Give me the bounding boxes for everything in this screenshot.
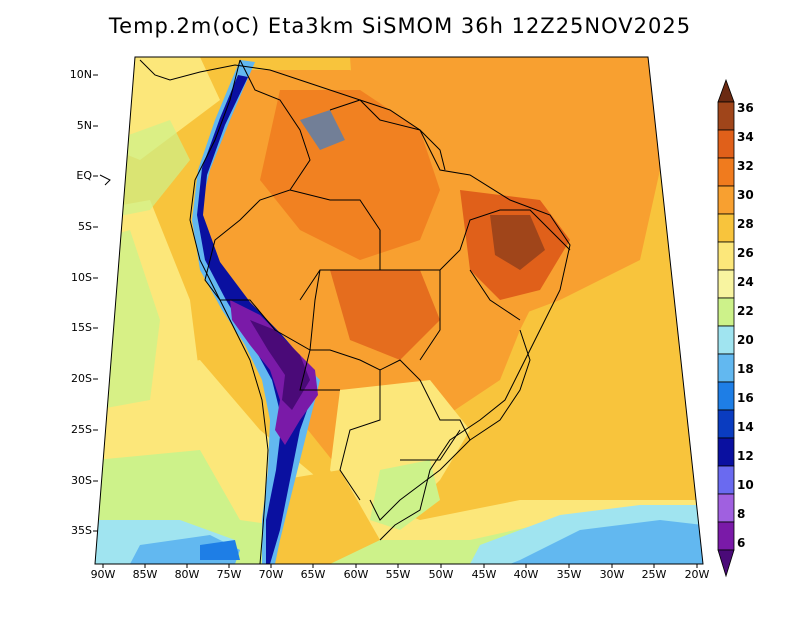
colorbar-label: 6 xyxy=(737,536,746,550)
lat-ticks xyxy=(93,74,98,532)
lat-label: 20S xyxy=(71,372,92,385)
lat-label: 5N xyxy=(76,119,92,132)
colorbar-swatch xyxy=(717,381,735,411)
colorbar-swatch xyxy=(717,353,735,383)
lon-label: 70W xyxy=(258,568,284,581)
colorbar-swatch xyxy=(717,409,735,439)
lon-label: 80W xyxy=(174,568,200,581)
temperature-field xyxy=(95,57,703,564)
colorbar-label: 26 xyxy=(737,246,754,260)
lon-label: 85W xyxy=(132,568,158,581)
lon-label: 30W xyxy=(599,568,625,581)
lon-label: 20W xyxy=(684,568,710,581)
lat-label: 30S xyxy=(71,474,92,487)
lon-label: 75W xyxy=(216,568,242,581)
lon-label: 45W xyxy=(471,568,497,581)
lon-label: 65W xyxy=(300,568,326,581)
colorbar-label: 14 xyxy=(737,420,754,434)
colorbar-label: 30 xyxy=(737,188,754,202)
lon-label: 60W xyxy=(343,568,369,581)
colorbar-swatch xyxy=(717,185,735,215)
lat-label: 5S xyxy=(78,220,92,233)
colorbar-label: 24 xyxy=(737,275,754,289)
coastlines xyxy=(99,59,571,565)
colorbar-label: 22 xyxy=(737,304,754,318)
colorbar-label: 18 xyxy=(737,362,754,376)
colorbar-swatch xyxy=(717,297,735,327)
lon-label: 35W xyxy=(556,568,582,581)
lon-label: 40W xyxy=(513,568,539,581)
colorbar-swatch xyxy=(717,269,735,299)
colorbar-swatch xyxy=(717,521,735,551)
lat-label: 15S xyxy=(71,321,92,334)
country-borders xyxy=(204,59,571,521)
colorbar-label: 8 xyxy=(737,507,746,521)
colorbar-label: 36 xyxy=(737,101,754,115)
colorbar-swatch xyxy=(717,101,735,131)
colorbar-label: 28 xyxy=(737,217,754,231)
colorbar-label: 12 xyxy=(737,449,754,463)
colorbar-swatch xyxy=(717,241,735,271)
lat-label: 25S xyxy=(71,423,92,436)
colorbar-top-arrow xyxy=(717,78,735,103)
colorbar-label: 34 xyxy=(737,130,754,144)
colorbar-swatch xyxy=(717,129,735,159)
lon-label: 50W xyxy=(428,568,454,581)
colorbar-swatch xyxy=(717,465,735,495)
colorbar xyxy=(717,78,735,578)
colorbar-swatch xyxy=(717,325,735,355)
map-frame xyxy=(94,56,704,565)
colorbar-swatch xyxy=(717,213,735,243)
lat-label: 10N xyxy=(69,68,92,81)
colorbar-swatch xyxy=(717,157,735,187)
lon-label: 90W xyxy=(90,568,116,581)
colorbar-label: 20 xyxy=(737,333,754,347)
lon-label: 55W xyxy=(385,568,411,581)
lat-label: EQ xyxy=(76,169,92,182)
colorbar-swatch xyxy=(717,493,735,523)
map-title: Temp.2m(oC) Eta3km SiSMOM 36h 12Z25NOV20… xyxy=(108,14,692,38)
colorbar-label: 16 xyxy=(737,391,754,405)
lon-ticks xyxy=(102,564,698,568)
colorbar-label: 10 xyxy=(737,478,754,492)
colorbar-label: 32 xyxy=(737,159,754,173)
lat-label: 35S xyxy=(71,524,92,537)
lat-label: 10S xyxy=(71,271,92,284)
colorbar-swatch xyxy=(717,437,735,467)
lon-label: 25W xyxy=(641,568,667,581)
colorbar-bottom-arrow xyxy=(717,549,735,578)
